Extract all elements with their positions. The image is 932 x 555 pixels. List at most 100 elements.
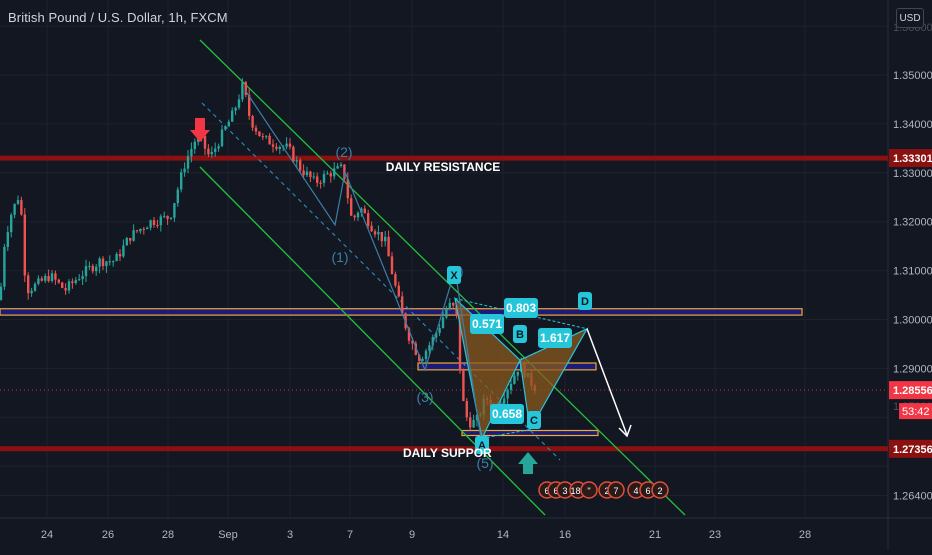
- candle-body: [421, 358, 424, 361]
- candle-body: [455, 305, 458, 316]
- candle-body: [509, 383, 513, 390]
- candle-body: [169, 217, 173, 219]
- candle-body: [47, 275, 50, 281]
- event-badge-label: 4: [633, 486, 638, 496]
- projection-arrowhead: [618, 424, 632, 438]
- candle-body: [78, 279, 81, 281]
- candle-body: [135, 230, 139, 232]
- candle-body: [125, 238, 128, 246]
- candle-body: [390, 256, 394, 275]
- candle-body: [462, 370, 465, 402]
- candle-body: [176, 189, 179, 204]
- point-label: D: [581, 296, 589, 308]
- candle-body: [67, 281, 71, 291]
- ratio-label: 0.658: [492, 407, 522, 421]
- event-badge-label: 6: [553, 486, 558, 496]
- candle-body: [241, 82, 244, 100]
- candle-body: [118, 253, 122, 257]
- candle-body: [292, 146, 295, 162]
- candle-body: [326, 173, 329, 175]
- point-label: B: [516, 329, 524, 341]
- candle-body: [367, 213, 370, 226]
- ratio-label: 0.571: [472, 317, 502, 331]
- candle-body: [3, 246, 6, 287]
- symbol-title: British Pound / U.S. Dollar, 1h, FXCM: [8, 10, 228, 25]
- candle-body: [472, 420, 475, 428]
- projection-line: [586, 328, 628, 436]
- time-tick-label: 9: [409, 529, 415, 541]
- price-tag-label: 1.27356: [893, 444, 932, 456]
- candle-body: [319, 182, 322, 184]
- event-badge[interactable]: [580, 481, 598, 499]
- candle-body: [23, 214, 26, 276]
- wave-label: (5): [476, 455, 493, 471]
- candle-body: [431, 336, 434, 346]
- price-tick-label: 1.33000: [893, 168, 932, 180]
- candle-body: [183, 168, 186, 173]
- candle-body: [142, 228, 145, 230]
- price-tick-label: 1.26400: [893, 491, 932, 503]
- candle-body: [465, 401, 468, 418]
- candle-body: [360, 208, 363, 213]
- channel-lower-line: [199, 166, 546, 516]
- price-tag: [889, 381, 932, 400]
- candle-body: [132, 230, 135, 241]
- candle-body: [173, 203, 176, 218]
- candle-body: [295, 160, 298, 162]
- candle-body: [244, 82, 247, 95]
- candle-body: [40, 278, 43, 281]
- candle-body: [248, 94, 251, 116]
- candle-body: [312, 176, 315, 178]
- candle-body: [261, 136, 264, 138]
- wave-path: [244, 89, 483, 446]
- time-tick-label: 16: [559, 529, 571, 541]
- candle-body: [33, 283, 37, 291]
- ratio-label: 0.803: [506, 301, 536, 315]
- candle-body: [220, 129, 224, 147]
- candle-body: [302, 170, 305, 176]
- candle-body: [71, 281, 74, 283]
- candle-body: [159, 216, 162, 226]
- candle-body: [64, 287, 67, 291]
- time-tick-label: 23: [709, 529, 721, 541]
- point-badge-b: [513, 325, 527, 343]
- point-badge-c: [527, 411, 541, 429]
- candle-body: [149, 220, 152, 228]
- candle-body: [394, 274, 397, 286]
- ratio-badge: [504, 298, 538, 318]
- candle-body: [387, 236, 390, 257]
- candle-body: [350, 198, 353, 216]
- candle-body: [346, 179, 349, 199]
- currency-button[interactable]: USD: [896, 8, 924, 28]
- event-badge-label: 2: [604, 486, 609, 496]
- candle-body: [61, 282, 64, 288]
- candle-body: [217, 146, 220, 149]
- candle-body: [190, 149, 193, 157]
- point-badge-x: [447, 266, 461, 284]
- point-label: A: [478, 440, 486, 452]
- candle-body: [329, 173, 332, 177]
- price-tick-label: 1.29000: [893, 363, 932, 375]
- candle-body: [50, 273, 54, 281]
- candle-body: [163, 215, 166, 217]
- event-badge[interactable]: [651, 481, 669, 499]
- time-tick-label: 28: [799, 529, 811, 541]
- candle-body: [129, 238, 132, 241]
- ratio-badge: [490, 404, 524, 424]
- candle-body: [363, 208, 366, 214]
- event-badge-label: ": [587, 486, 590, 496]
- up-arrow-icon: [518, 452, 538, 474]
- candle-body: [288, 143, 292, 147]
- countdown-tag: [899, 403, 932, 420]
- candle-body: [275, 146, 278, 150]
- time-tick-label: 28: [162, 529, 174, 541]
- candle-body: [516, 371, 519, 376]
- point-badge-d: [578, 292, 592, 310]
- candle-body: [397, 285, 400, 297]
- event-badge-label: 6: [544, 486, 549, 496]
- candle-body: [37, 278, 40, 284]
- event-badge[interactable]: [607, 481, 625, 499]
- candle-body: [254, 127, 258, 132]
